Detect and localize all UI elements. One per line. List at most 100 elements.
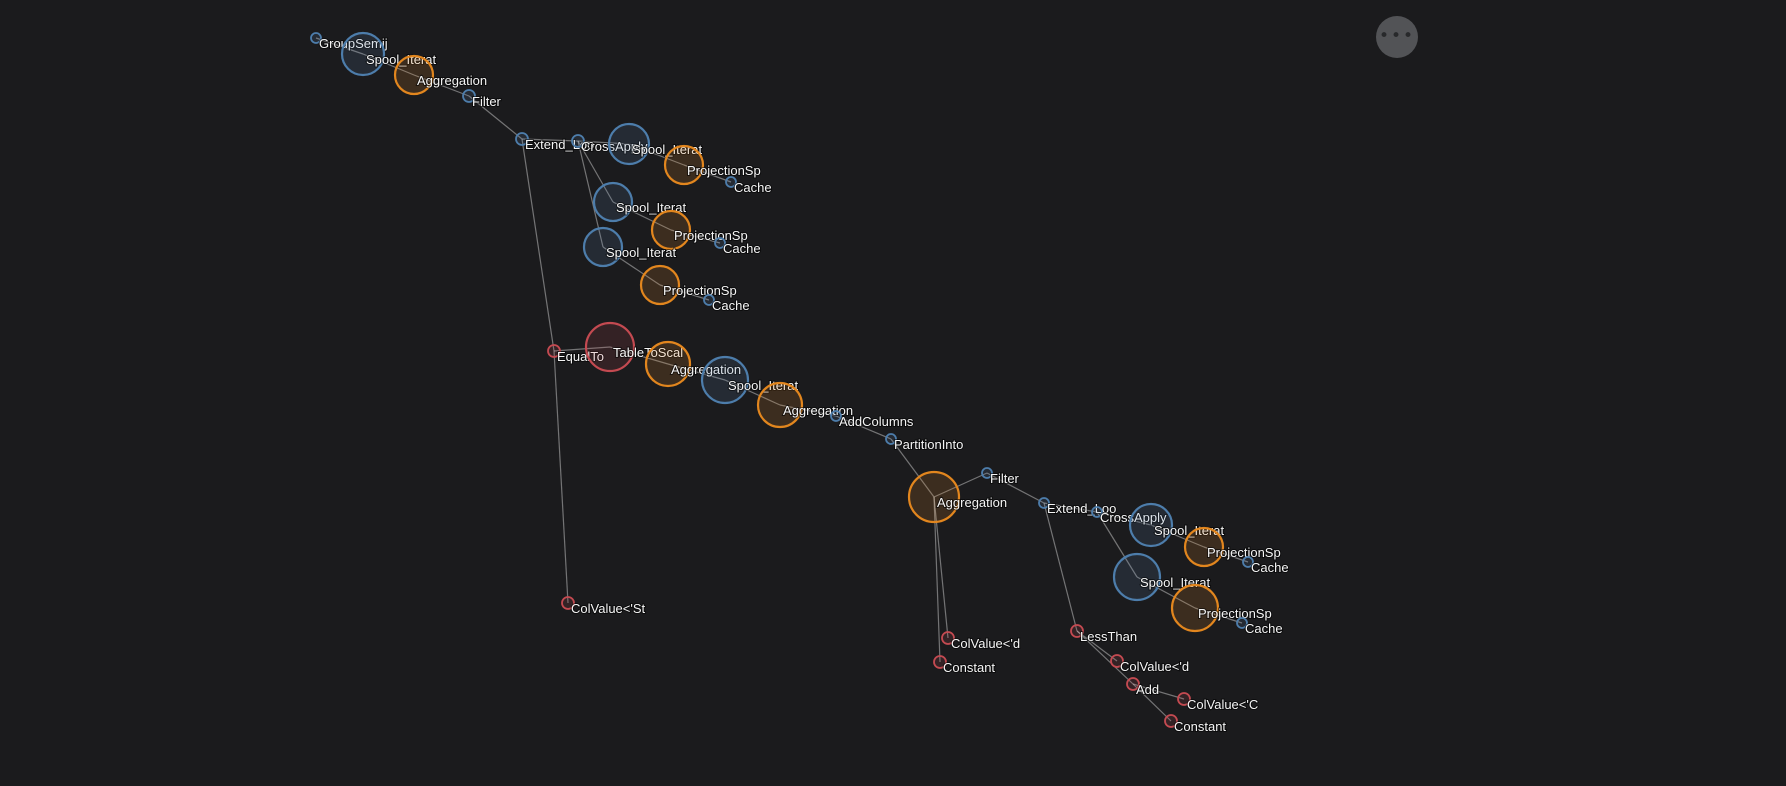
graph-edge: [1096, 511, 1138, 578]
node-label: Spool_Iterat: [1140, 575, 1210, 590]
graph-edge: [1150, 524, 1205, 548]
ellipsis-icon: •••: [1378, 25, 1416, 46]
graph-node[interactable]: [462, 89, 476, 103]
node-label: ProjectionSp: [1198, 606, 1272, 621]
graph-node[interactable]: [907, 470, 961, 524]
graph-node[interactable]: [393, 54, 435, 96]
graph-node[interactable]: [714, 237, 726, 249]
graph-edge: [835, 415, 892, 440]
node-label: GroupSemij: [319, 36, 388, 51]
graph-node[interactable]: [650, 209, 692, 251]
graph-edge: [933, 472, 988, 498]
node-label: Spool_Iterat: [1154, 523, 1224, 538]
graph-node[interactable]: [1177, 692, 1191, 706]
node-label: LessThan: [1080, 629, 1137, 644]
graph-edge: [362, 53, 415, 76]
node-label: Cache: [1245, 621, 1283, 636]
graph-node[interactable]: [1242, 556, 1254, 568]
node-label: ProjectionSp: [687, 163, 761, 178]
graph-node[interactable]: [830, 410, 842, 422]
graph-edge: [933, 496, 941, 663]
graph-node[interactable]: [933, 655, 947, 669]
node-label: PartitionInto: [894, 437, 963, 452]
node-label: Aggregation: [417, 73, 487, 88]
graph-node[interactable]: [885, 433, 897, 445]
graph-edge: [1043, 502, 1078, 632]
graph-node[interactable]: [1070, 624, 1084, 638]
node-label: ColValue<'St: [571, 601, 646, 616]
node-label: ColValue<'d: [951, 636, 1020, 651]
graph-node[interactable]: [1126, 677, 1140, 691]
node-label: Cache: [712, 298, 750, 313]
graph-edge: [1096, 511, 1152, 526]
node-label: Aggregation: [783, 403, 853, 418]
graph-edge: [1203, 546, 1249, 563]
graph-node[interactable]: [571, 134, 585, 148]
node-label: Cache: [1251, 560, 1289, 575]
graph-node[interactable]: [310, 32, 322, 44]
graph-edge: [577, 140, 630, 145]
graph-node[interactable]: [703, 294, 715, 306]
graph-node[interactable]: [592, 181, 634, 223]
graph-node[interactable]: [584, 321, 636, 373]
graph-edge: [612, 201, 672, 231]
graph-node[interactable]: [1112, 552, 1162, 602]
node-label: Spool_Iterat: [606, 245, 676, 260]
node-label: Aggregation: [937, 495, 1007, 510]
node-label: CrossApply: [581, 139, 648, 154]
graph-node[interactable]: [725, 176, 737, 188]
more-options-button[interactable]: •••: [1376, 16, 1418, 58]
graph-node[interactable]: [663, 144, 705, 186]
node-label: Extend_Loo: [1047, 501, 1116, 516]
graph-edge: [1194, 607, 1243, 624]
graph-node[interactable]: [981, 467, 993, 479]
node-label: ProjectionSp: [1207, 545, 1281, 560]
graph-node[interactable]: [1164, 714, 1178, 728]
graph-edge: [521, 138, 579, 142]
graph-node[interactable]: [1236, 617, 1248, 629]
node-label: Constant: [943, 660, 995, 675]
graph-node[interactable]: [644, 340, 692, 388]
graph-node[interactable]: [700, 355, 750, 405]
graph-edge: [413, 74, 470, 97]
graph-edge: [986, 472, 1045, 504]
graph-node[interactable]: [1038, 497, 1050, 509]
graph-node[interactable]: [756, 381, 804, 429]
graph-edge: [553, 350, 569, 604]
graph-edge: [315, 37, 364, 55]
node-label: Filter: [990, 471, 1020, 486]
graph-edge: [724, 379, 781, 406]
graph-node[interactable]: [1183, 526, 1225, 568]
node-label: Add: [1136, 682, 1159, 697]
graph-edge: [1136, 576, 1196, 609]
graph-edge: [577, 140, 614, 203]
graph-node[interactable]: [340, 31, 386, 77]
graph-edge: [553, 346, 611, 352]
node-label: Filter: [472, 94, 502, 109]
graph-node[interactable]: [1170, 583, 1220, 633]
graph-edge: [521, 138, 555, 352]
node-label: ColValue<'C: [1187, 697, 1258, 712]
node-label: Spool_Iterat: [728, 378, 798, 393]
graph-node[interactable]: [561, 596, 575, 610]
graph-node[interactable]: [547, 344, 561, 358]
graph-edge: [468, 95, 523, 140]
graph-edge: [602, 246, 661, 286]
graph-node[interactable]: [639, 264, 681, 306]
graph-node[interactable]: [515, 132, 529, 146]
graph-node[interactable]: [582, 226, 624, 268]
graph-node[interactable]: [1110, 654, 1124, 668]
node-label: CrossApply: [1100, 510, 1167, 525]
graph-node[interactable]: [941, 631, 955, 645]
node-label: ProjectionSp: [674, 228, 748, 243]
graph-edge: [1076, 630, 1118, 662]
node-label: Extend_Loo: [525, 137, 594, 152]
node-label: Aggregation: [671, 362, 741, 377]
graph-node[interactable]: [1128, 502, 1174, 548]
graph-node[interactable]: [607, 122, 651, 166]
node-label: ProjectionSp: [663, 283, 737, 298]
node-label: AddColumns: [839, 414, 914, 429]
graph-node[interactable]: [1091, 506, 1103, 518]
graph-edge: [659, 284, 710, 301]
